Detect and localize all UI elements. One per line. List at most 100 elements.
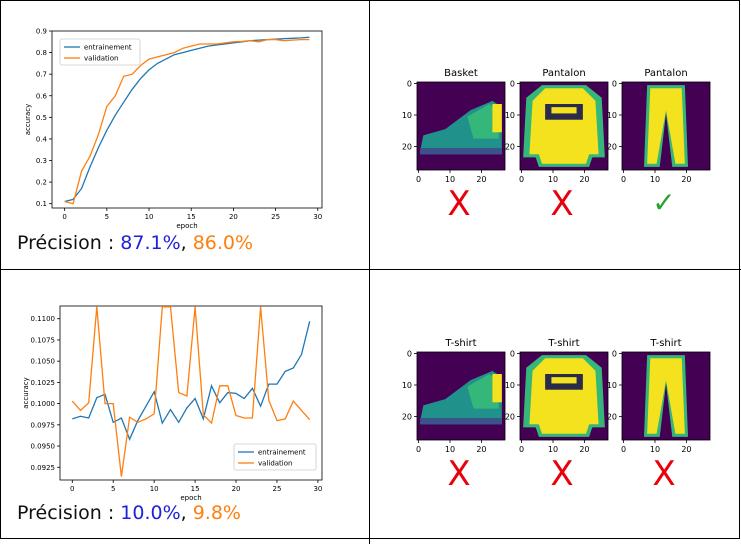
image-y-tick-label: 20 bbox=[607, 142, 617, 151]
image-y-tick-label: 20 bbox=[505, 412, 515, 421]
image-title: T-shirt bbox=[547, 338, 579, 349]
image-x-tick-label: 0 bbox=[519, 175, 524, 184]
precision-text-bottom: Précision : 10.0%, 9.8% bbox=[17, 502, 241, 524]
image-x-tick-label: 0 bbox=[416, 445, 421, 454]
x-tick-label: 25 bbox=[273, 485, 282, 493]
precision-label: Précision : bbox=[17, 232, 115, 254]
image-x-tick-label: 20 bbox=[681, 445, 691, 454]
image-x-tick-label: 10 bbox=[650, 445, 660, 454]
y-tick-label: 0.1025 bbox=[31, 379, 56, 387]
image-title: T-shirt bbox=[444, 338, 476, 349]
cross-mark: X bbox=[550, 454, 573, 494]
series-line-validation bbox=[71, 306, 311, 477]
precision-label: Précision : bbox=[17, 502, 115, 524]
y-tick-label: 0.1 bbox=[36, 200, 47, 208]
trouser-image bbox=[622, 352, 710, 440]
image-y-tick-label: 10 bbox=[607, 111, 617, 120]
pullover-image bbox=[520, 352, 608, 440]
bottom-right-cell: T-shirt 0 10 20 0 10 20 X T-shirt 0 10 20 0 10 20 X T-sh… bbox=[370, 270, 741, 544]
shoe-image bbox=[417, 352, 505, 440]
image-y-tick-label: 0 bbox=[510, 80, 515, 89]
y-axis-label: accuracy bbox=[22, 377, 30, 409]
image-frame bbox=[416, 81, 506, 171]
trouser-image bbox=[622, 82, 710, 170]
predictions-bottom: T-shirt 0 10 20 0 10 20 X T-shirt 0 10 20 0 10 20 X T-sh… bbox=[402, 338, 711, 494]
y-tick-label: 0.0975 bbox=[31, 421, 56, 429]
image-y-tick-label: 10 bbox=[505, 381, 515, 390]
cross-mark: X bbox=[447, 184, 470, 224]
x-tick-label: 15 bbox=[191, 485, 200, 493]
x-tick-label: 30 bbox=[313, 213, 322, 221]
y-tick-label: 0.3 bbox=[36, 157, 47, 165]
pullover-body bbox=[529, 88, 599, 164]
legend-label: validation bbox=[84, 55, 118, 63]
image-frame bbox=[621, 351, 711, 441]
series-line-validation bbox=[64, 38, 310, 205]
x-tick-label: 30 bbox=[313, 485, 322, 493]
image-title: T-shirt bbox=[649, 338, 681, 349]
image-y-tick-label: 10 bbox=[505, 111, 515, 120]
x-tick-label: 5 bbox=[111, 485, 115, 493]
train-accuracy-value: 87.1% bbox=[120, 232, 181, 254]
x-tick-label: 25 bbox=[271, 213, 280, 221]
cross-mark: X bbox=[447, 454, 470, 494]
image-x-tick-label: 20 bbox=[579, 445, 589, 454]
y-tick-label: 0.1000 bbox=[31, 400, 56, 408]
legend-label: entrainement bbox=[258, 449, 306, 457]
image-x-tick-label: 0 bbox=[621, 445, 626, 454]
x-tick-label: 10 bbox=[150, 485, 159, 493]
x-tick-label: 15 bbox=[187, 213, 196, 221]
x-axis-label: epoch bbox=[176, 222, 197, 230]
trouser-body bbox=[647, 88, 685, 164]
y-tick-label: 0.1100 bbox=[31, 315, 56, 323]
shoe-sole bbox=[420, 418, 502, 425]
image-y-tick-label: 0 bbox=[612, 350, 617, 359]
y-tick-label: 0.9 bbox=[36, 28, 47, 36]
y-tick-label: 0.1075 bbox=[31, 336, 56, 344]
x-tick-label: 20 bbox=[229, 213, 238, 221]
image-y-tick-label: 10 bbox=[402, 111, 412, 120]
pullover-image bbox=[520, 82, 608, 170]
top-left-cell: 0 5 10 15 20 25 30 0.1 0.2 0.3 0.4 0.5 0.6 0.7 0.8 0.9 e… bbox=[0, 0, 370, 270]
y-tick-label: 0.8 bbox=[36, 49, 47, 57]
trouser-body bbox=[647, 358, 685, 434]
legend-label: entrainement bbox=[84, 44, 132, 52]
x-tick-label: 20 bbox=[232, 485, 241, 493]
image-y-tick-label: 10 bbox=[402, 381, 412, 390]
image-y-tick-label: 0 bbox=[407, 80, 412, 89]
separator: , bbox=[180, 502, 187, 524]
train-accuracy-value: 10.0% bbox=[120, 502, 181, 524]
shoe-image bbox=[417, 82, 505, 170]
accuracy-chart-top: 0 5 10 15 20 25 30 0.1 0.2 0.3 0.4 0.5 0.6 0.7 0.8 0.9 e… bbox=[24, 28, 323, 230]
image-x-tick-label: 20 bbox=[579, 175, 589, 184]
x-tick-label: 5 bbox=[105, 213, 109, 221]
legend-box bbox=[233, 443, 317, 471]
top-right-cell: Basket 0 10 20 0 10 20 X Pantalon 0 10 20 0 10 20 X Pant… bbox=[370, 0, 741, 270]
image-x-tick-label: 0 bbox=[519, 445, 524, 454]
image-x-tick-label: 10 bbox=[445, 175, 455, 184]
image-frame bbox=[519, 351, 609, 441]
image-frame bbox=[519, 81, 609, 171]
bottom-left-cell: 0 5 10 15 20 25 30 0.0925 0.0950 0.0975 0.1000 0.10… bbox=[0, 270, 370, 544]
image-y-tick-label: 0 bbox=[407, 350, 412, 359]
image-x-tick-label: 20 bbox=[476, 445, 486, 454]
legend-label: validation bbox=[258, 460, 292, 468]
image-y-tick-label: 20 bbox=[607, 412, 617, 421]
image-y-tick-label: 20 bbox=[402, 142, 412, 151]
shoe-sole bbox=[420, 148, 502, 155]
y-tick-label: 0.6 bbox=[36, 92, 48, 100]
image-x-tick-label: 20 bbox=[476, 175, 486, 184]
shoe-heel bbox=[492, 104, 502, 133]
image-x-tick-label: 10 bbox=[548, 445, 558, 454]
cross-mark: X bbox=[550, 184, 573, 224]
series-line-entrainement bbox=[72, 321, 311, 442]
x-tick-label: 10 bbox=[145, 213, 154, 221]
pullover-body bbox=[529, 358, 599, 434]
val-accuracy-value: 86.0% bbox=[192, 232, 254, 254]
image-y-tick-label: 0 bbox=[510, 350, 515, 359]
precision-text-top: Précision : 87.1%, 86.0% bbox=[17, 232, 253, 254]
image-y-tick-label: 10 bbox=[607, 381, 617, 390]
y-tick-label: 0.4 bbox=[36, 135, 48, 143]
image-title: Pantalon bbox=[644, 68, 687, 79]
